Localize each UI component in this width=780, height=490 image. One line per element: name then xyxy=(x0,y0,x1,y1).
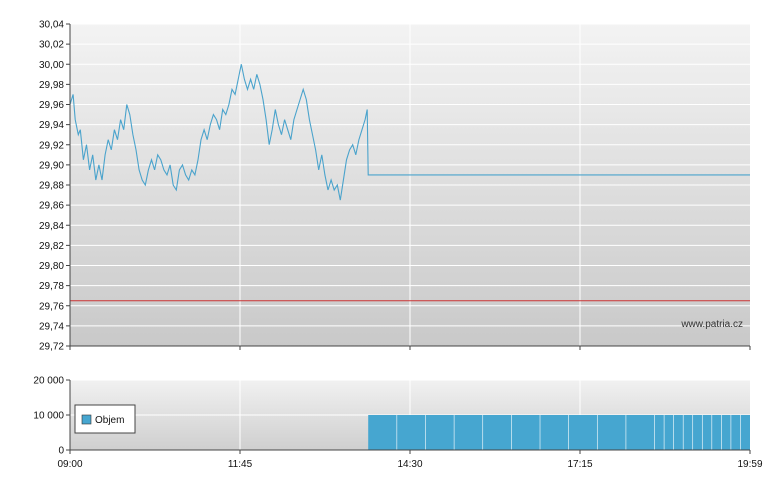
price-y-tick-label: 29,80 xyxy=(39,261,64,272)
price-y-axis-ticks: 30,04 30,02 30,00 29,98 29,96 29,94 29,92 29,90… xyxy=(39,20,70,353)
price-y-tick-label: 29,98 xyxy=(39,80,64,91)
price-y-tick-label: 29,92 xyxy=(39,140,64,151)
legend-swatch xyxy=(81,414,92,425)
x-tick-label: 17:15 xyxy=(567,459,592,470)
volume-y-tick-label: 0 xyxy=(58,446,64,457)
volume-bar-block xyxy=(368,415,750,450)
watermark: www.patria.cz xyxy=(680,319,743,330)
volume-y-tick-label: 10 000 xyxy=(33,411,64,422)
price-y-tick-label: 29,88 xyxy=(39,181,64,192)
price-line xyxy=(69,64,750,201)
price-y-tick-label: 29,94 xyxy=(39,120,64,131)
legend: Objem xyxy=(74,404,136,434)
price-y-tick-label: 29,82 xyxy=(39,241,64,252)
x-tick-label: 09:00 xyxy=(57,459,82,470)
volume-x-axis-ticks: 09:00 11:45 14:30 17:15 19:59 xyxy=(57,450,763,470)
price-y-tick-label: 30,00 xyxy=(39,60,64,71)
legend-label: Objem xyxy=(95,415,124,426)
x-tick-label: 11:45 xyxy=(228,459,253,470)
price-y-tick-label: 29,74 xyxy=(39,321,64,332)
x-tick-label: 14:30 xyxy=(397,459,422,470)
price-grid xyxy=(70,23,750,347)
price-y-tick-label: 30,04 xyxy=(39,20,64,31)
price-y-tick-label: 30,02 xyxy=(39,40,64,51)
price-x-axis-ticks xyxy=(69,346,751,350)
price-y-tick-label: 29,78 xyxy=(39,281,64,292)
price-y-tick-label: 29,76 xyxy=(39,301,64,312)
price-y-tick-label: 29,86 xyxy=(39,201,64,212)
price-y-tick-label: 29,96 xyxy=(39,100,64,111)
volume-bars xyxy=(368,415,750,450)
volume-y-tick-label: 20 000 xyxy=(33,376,64,387)
price-y-tick-label: 29,72 xyxy=(39,342,64,353)
x-tick-label: 19:59 xyxy=(737,459,762,470)
price-y-tick-label: 29,84 xyxy=(39,221,64,232)
volume-y-axis-ticks: 20 000 10 000 0 xyxy=(33,376,70,457)
price-y-tick-label: 29,90 xyxy=(39,160,64,171)
